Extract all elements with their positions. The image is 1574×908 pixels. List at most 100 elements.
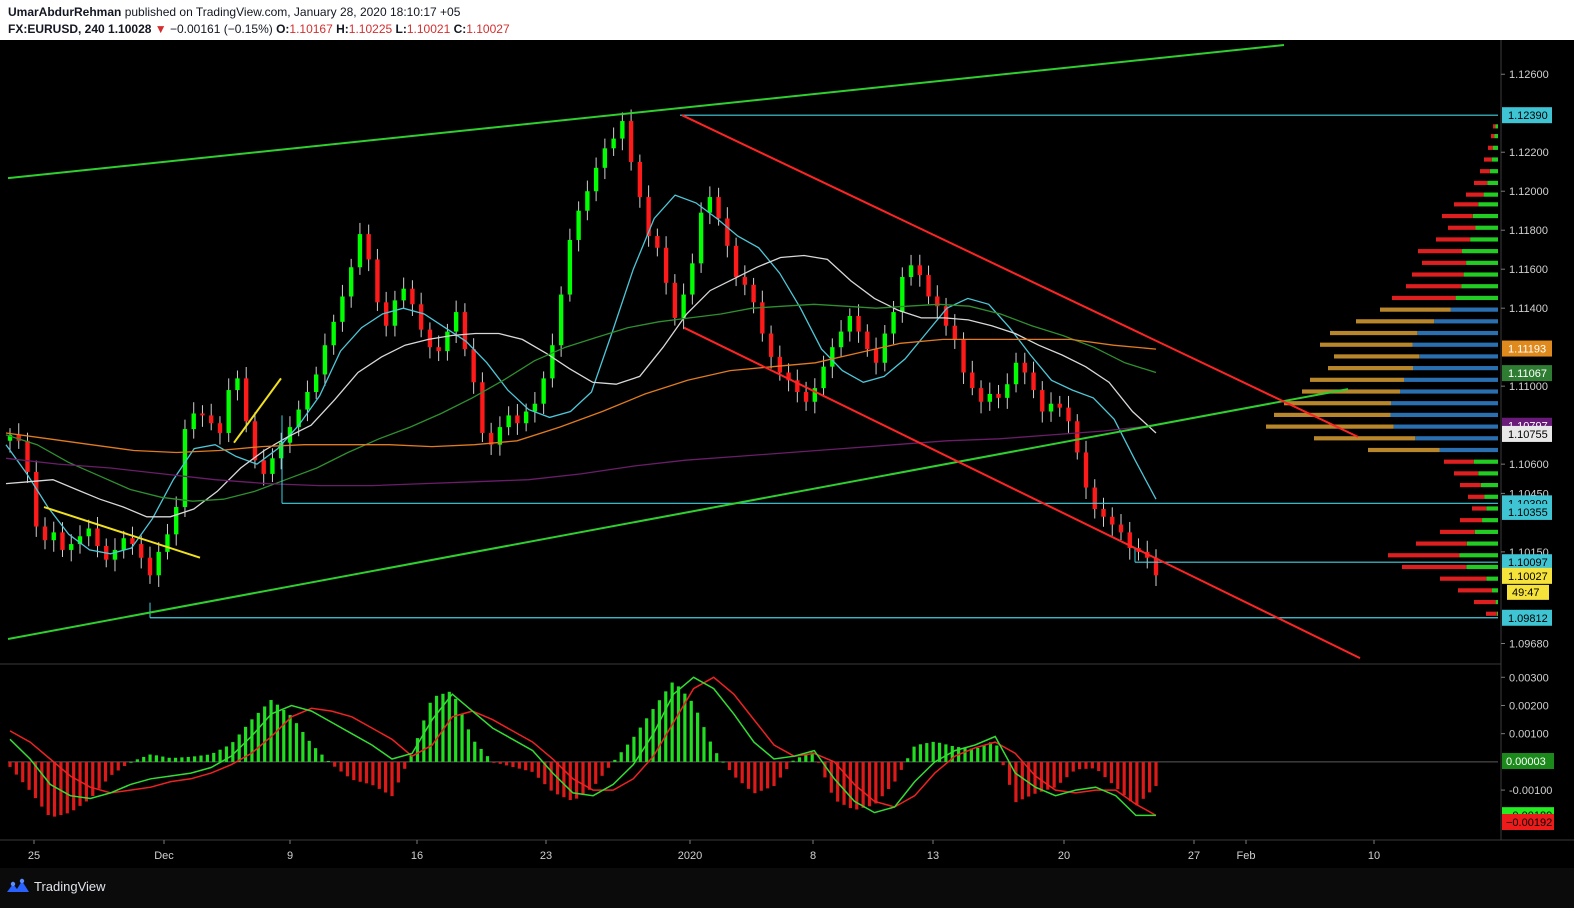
macd-histogram-bar bbox=[339, 761, 343, 772]
tradingview-brand[interactable]: TradingView bbox=[34, 879, 106, 894]
candle-down bbox=[733, 245, 739, 277]
volume-profile-down-bar bbox=[1418, 249, 1462, 254]
macd-histogram-bar bbox=[333, 761, 337, 767]
volume-profile-up-bar bbox=[1390, 412, 1498, 418]
candle-up bbox=[1048, 403, 1054, 412]
macd-histogram-bar bbox=[282, 709, 286, 762]
time-tick-label: 10 bbox=[1368, 850, 1380, 862]
price-label-horizontal-line bbox=[1502, 107, 1552, 124]
macd-tick-label: 0.00200 bbox=[1509, 700, 1549, 712]
volume-profile-down-bar bbox=[1442, 213, 1473, 219]
price-change: −0.00161 (−0.15%) bbox=[166, 22, 273, 36]
price-label-text: 1.10755 bbox=[1508, 429, 1548, 441]
candle-down bbox=[873, 349, 879, 363]
axis-background bbox=[1501, 40, 1574, 868]
candle-down bbox=[1022, 362, 1027, 373]
volume-profile-up-bar bbox=[1473, 459, 1498, 464]
macd-histogram-bar bbox=[129, 761, 133, 763]
candle-up bbox=[602, 148, 608, 168]
macd-histogram-bar bbox=[982, 745, 986, 762]
volume-profile-down-bar bbox=[1266, 424, 1394, 429]
price-label-ma-green bbox=[1502, 365, 1552, 382]
countdown-text: 49:47 bbox=[1512, 587, 1540, 599]
candle-down bbox=[130, 538, 135, 545]
volume-profile-up-bar bbox=[1495, 599, 1498, 605]
price-tick-label: 1.12200 bbox=[1509, 147, 1549, 159]
candle-up bbox=[882, 333, 887, 363]
macd-histogram-bar bbox=[759, 761, 763, 791]
volume-profile-up-bar bbox=[1455, 295, 1498, 301]
macd-histogram-bar bbox=[205, 754, 209, 762]
open-value: 1.10167 bbox=[289, 22, 333, 36]
volume-profile-up-bar bbox=[1487, 180, 1498, 186]
macd-histogram-bar bbox=[638, 727, 642, 762]
macd-histogram-bar bbox=[536, 761, 541, 778]
macd-histogram-bar bbox=[1103, 761, 1107, 778]
price-label-ema-teal bbox=[1502, 503, 1552, 520]
price-label-ma-white bbox=[1502, 425, 1552, 442]
macd-histogram-bar bbox=[1078, 761, 1082, 770]
macd-histogram-bar bbox=[524, 761, 528, 771]
candle-down bbox=[1118, 524, 1124, 533]
volume-profile-up-bar bbox=[1462, 249, 1498, 254]
author-name[interactable]: UmarAbdurRehman bbox=[8, 5, 122, 19]
volume-profile-down-bar bbox=[1302, 389, 1400, 394]
macd-histogram-bar bbox=[8, 761, 12, 767]
volume-profile-down-bar bbox=[1392, 295, 1456, 301]
candle-down bbox=[480, 382, 485, 433]
candle-up bbox=[340, 296, 345, 322]
candle-up bbox=[847, 315, 853, 332]
macd-histogram-bar bbox=[676, 686, 681, 762]
open-label: O: bbox=[272, 22, 290, 36]
volume-profile-up-bar bbox=[1486, 576, 1498, 581]
volume-profile-up-bar bbox=[1404, 377, 1498, 382]
candle-down bbox=[655, 236, 660, 248]
candle-down bbox=[209, 415, 214, 424]
chart-area[interactable]: 1.12600 1.12200 1.12000 1.11800 1.11600 1.114… bbox=[0, 40, 1574, 868]
candle-up bbox=[690, 263, 695, 295]
candle-down bbox=[856, 315, 861, 332]
chart-background bbox=[0, 40, 1574, 868]
macd-histogram-bar bbox=[1128, 761, 1133, 802]
macd-histogram-bar bbox=[1122, 761, 1126, 796]
macd-histogram-bar bbox=[454, 698, 458, 762]
countdown-badge bbox=[1507, 584, 1549, 600]
macd-histogram-bar bbox=[1071, 761, 1075, 772]
candle-down bbox=[786, 372, 791, 381]
macd-histogram-bar bbox=[727, 761, 732, 771]
macd-histogram-bar bbox=[377, 761, 381, 789]
macd-histogram-bar bbox=[250, 719, 254, 762]
candle-down bbox=[742, 276, 748, 285]
symbol-label[interactable]: FX:EURUSD, 240 bbox=[8, 22, 105, 36]
macd-histogram-bar bbox=[517, 761, 521, 769]
volume-profile-down-bar bbox=[1491, 134, 1495, 139]
macd-histogram-bar bbox=[40, 761, 44, 807]
macd-histogram-bar bbox=[587, 761, 591, 790]
macd-histogram-bar bbox=[91, 761, 95, 797]
macd-histogram-bar bbox=[874, 761, 878, 804]
macd-histogram-bar bbox=[995, 745, 999, 762]
tradingview-logo-icon[interactable] bbox=[6, 877, 30, 897]
macd-histogram-bar bbox=[899, 761, 903, 770]
volume-profile-up-bar bbox=[1482, 518, 1498, 523]
price-tick-label: 1.12000 bbox=[1509, 186, 1549, 198]
macd-histogram-bar bbox=[21, 761, 25, 783]
macd-histogram-bar bbox=[492, 761, 496, 763]
chart-canvas[interactable]: 1.12600 1.12200 1.12000 1.11800 1.11600 1.114… bbox=[0, 40, 1574, 868]
chart-header: UmarAbdurRehman published on TradingView… bbox=[0, 0, 1574, 40]
macd-histogram-bar bbox=[123, 761, 127, 767]
macd-histogram-bar bbox=[59, 761, 63, 815]
macd-histogram-bar bbox=[485, 756, 490, 762]
macd-histogram-bar bbox=[823, 761, 827, 778]
volume-profile-up-bar bbox=[1412, 342, 1498, 347]
candle-up bbox=[270, 458, 275, 474]
candle-up bbox=[576, 210, 581, 240]
macd-histogram-bar bbox=[1058, 761, 1063, 783]
candle-down bbox=[383, 302, 389, 326]
volume-profile-up-bar bbox=[1480, 482, 1498, 488]
macd-histogram-bar bbox=[479, 748, 483, 762]
candle-down bbox=[217, 423, 223, 433]
volume-profile-down-bar bbox=[1436, 237, 1471, 242]
macd-histogram-bar bbox=[1001, 761, 1005, 766]
close-value: 1.10027 bbox=[466, 22, 510, 36]
